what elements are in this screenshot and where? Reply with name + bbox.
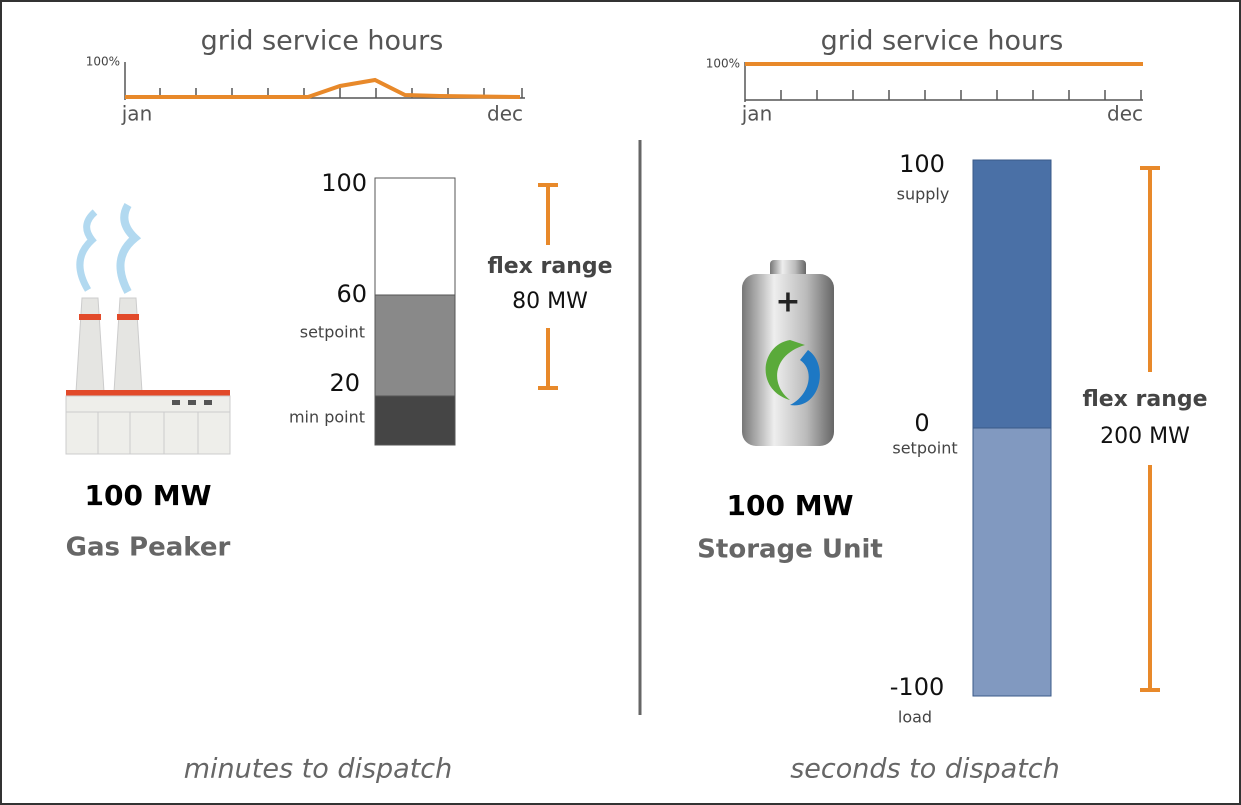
- usage-line: [125, 77, 521, 99]
- level-value: 100: [899, 150, 945, 178]
- level-value: -100: [890, 673, 944, 701]
- end-label: dec: [1107, 102, 1143, 126]
- flex-label: flex range: [487, 254, 612, 279]
- sparkline-title: grid service hours: [201, 26, 444, 57]
- flex-bracket: [538, 183, 558, 390]
- start-label: jan: [121, 102, 153, 126]
- footer: minutes to dispatch: [184, 754, 453, 785]
- y-label: 100%: [86, 55, 120, 69]
- sparkline-title: grid service hours: [821, 26, 1064, 57]
- supply-block: [972, 159, 1052, 429]
- flex-bracket: [1140, 166, 1160, 692]
- level-label: supply: [897, 185, 950, 204]
- min-block: [374, 395, 456, 446]
- start-label: jan: [741, 102, 773, 126]
- level-value: 100: [321, 169, 367, 197]
- unit-name: Storage Unit: [697, 535, 883, 565]
- level-value: 60: [336, 280, 367, 308]
- setpoint-block: [374, 294, 456, 397]
- svg-text:+: +: [775, 285, 800, 320]
- level-label: setpoint: [300, 323, 365, 342]
- capacity: 100 MW: [85, 479, 212, 512]
- load-block: [972, 427, 1052, 697]
- y-label: 100%: [706, 57, 740, 71]
- flex-label: flex range: [1082, 387, 1207, 412]
- unit-name: Gas Peaker: [66, 533, 231, 563]
- capacity: 100 MW: [727, 489, 854, 522]
- footer: seconds to dispatch: [790, 754, 1060, 785]
- end-label: dec: [487, 102, 523, 126]
- right-sparkline: [744, 62, 1143, 102]
- flex-amount: 80 MW: [512, 289, 588, 314]
- level-label: min point: [289, 408, 365, 427]
- level-value: 20: [329, 369, 360, 397]
- flex-amount: 200 MW: [1100, 424, 1190, 449]
- level-value: 0: [914, 409, 929, 437]
- headroom-block: [374, 177, 456, 296]
- level-label: setpoint: [892, 439, 957, 458]
- battery-icon: +: [742, 260, 834, 446]
- factory-icon: [65, 202, 231, 455]
- level-label: load: [898, 708, 932, 727]
